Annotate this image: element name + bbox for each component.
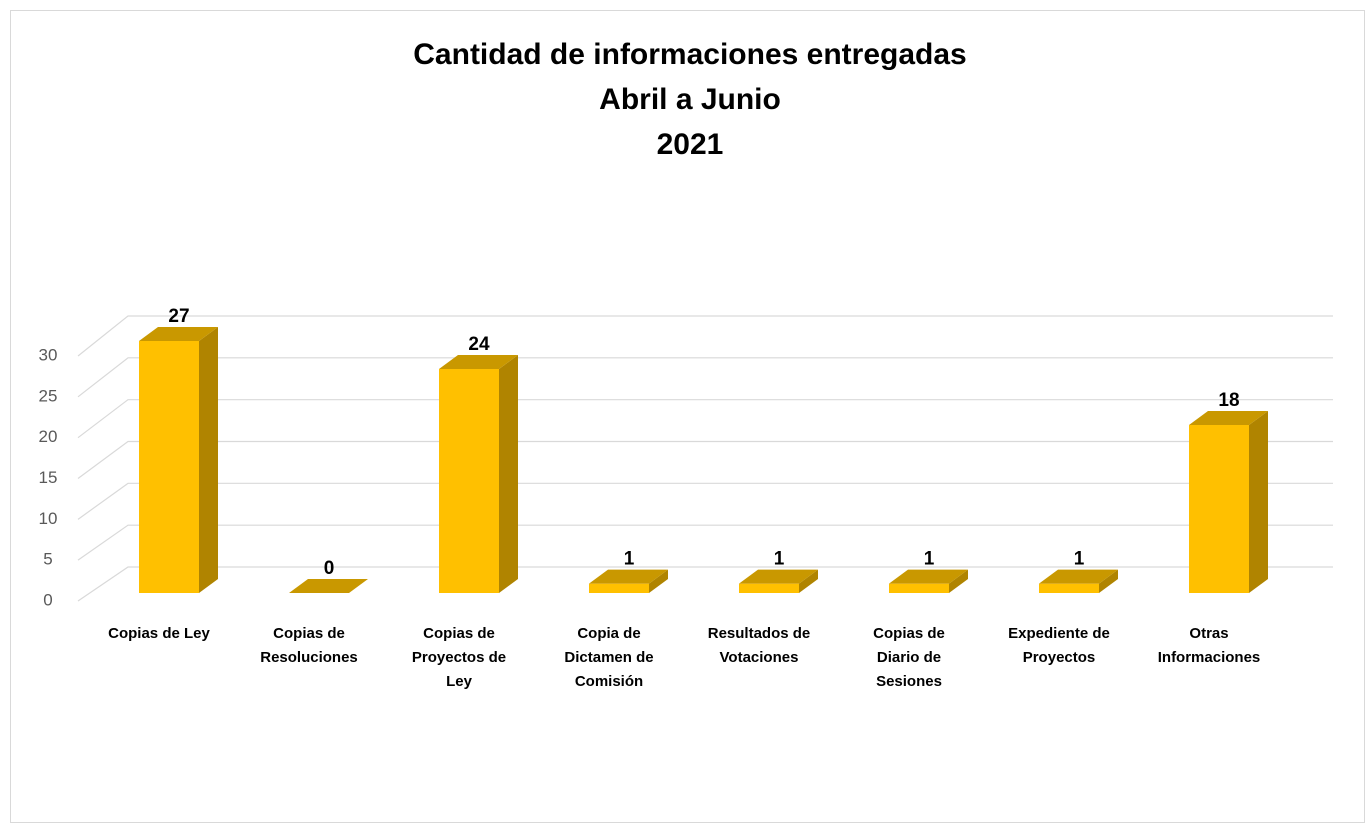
- value-label: 1: [774, 549, 785, 570]
- bar-side: [199, 327, 218, 593]
- grid-line: [77, 357, 1333, 398]
- y-tick-label: 15: [39, 468, 58, 487]
- chart-title: Abril a Junio: [599, 83, 781, 116]
- x-tick-label: Copia de Dictamen de Comisión: [564, 625, 653, 690]
- bar-side: [649, 569, 668, 593]
- bar-side: [799, 569, 818, 593]
- bar-top: [739, 569, 818, 584]
- bar-side: [499, 355, 518, 593]
- value-label: 0: [324, 558, 335, 579]
- bar-top: [289, 579, 368, 593]
- bar-top: [139, 327, 218, 341]
- y-tick-label: 20: [39, 427, 58, 446]
- x-tick-label: Expediente de Proyectos: [1008, 625, 1110, 666]
- bar: [889, 583, 949, 593]
- bar: [739, 583, 799, 593]
- y-tick-label: 5: [43, 550, 52, 569]
- grid-line: [77, 440, 1333, 479]
- bar: [1039, 583, 1099, 593]
- y-tick-label: 10: [39, 509, 58, 528]
- grid-line: [77, 315, 1333, 357]
- bar-top: [889, 569, 968, 584]
- value-label: 18: [1218, 390, 1239, 411]
- grid-line: [77, 524, 1333, 561]
- bar-side: [1099, 569, 1118, 593]
- bar-top: [1189, 411, 1268, 425]
- bar-side: [949, 569, 968, 593]
- value-label: 24: [468, 334, 490, 355]
- y-tick-label: 0: [43, 590, 52, 609]
- chart-frame: [10, 10, 1365, 823]
- grid-line: [77, 482, 1333, 520]
- x-tick-label: Copias de Resoluciones: [260, 625, 358, 666]
- bar: [139, 341, 199, 593]
- bar-side: [1249, 411, 1268, 593]
- chart-title: Cantidad de informaciones entregadas: [413, 38, 966, 71]
- bar-top: [1039, 569, 1118, 584]
- bar-top: [589, 569, 668, 584]
- x-tick-label: Copias de Proyectos de Ley: [412, 625, 506, 690]
- x-tick-label: Copias de Ley: [108, 625, 210, 642]
- value-label: 27: [168, 306, 189, 327]
- x-tick-label: Copias de Diario de Sesiones: [873, 625, 945, 690]
- bar: [1189, 425, 1249, 593]
- bar: [589, 583, 649, 593]
- grid-line: [77, 399, 1333, 439]
- chart-title: 2021: [657, 128, 724, 161]
- y-tick-label: 25: [39, 386, 58, 405]
- y-tick-label: 30: [39, 345, 58, 364]
- value-label: 1: [1074, 549, 1085, 570]
- bar: [439, 369, 499, 593]
- grid-line: [77, 566, 1333, 602]
- value-label: 1: [924, 549, 935, 570]
- value-label: 1: [624, 549, 635, 570]
- x-tick-label: Resultados de Votaciones: [708, 625, 811, 666]
- bar-top: [439, 355, 518, 369]
- x-tick-label: Otras Informaciones: [1158, 625, 1261, 666]
